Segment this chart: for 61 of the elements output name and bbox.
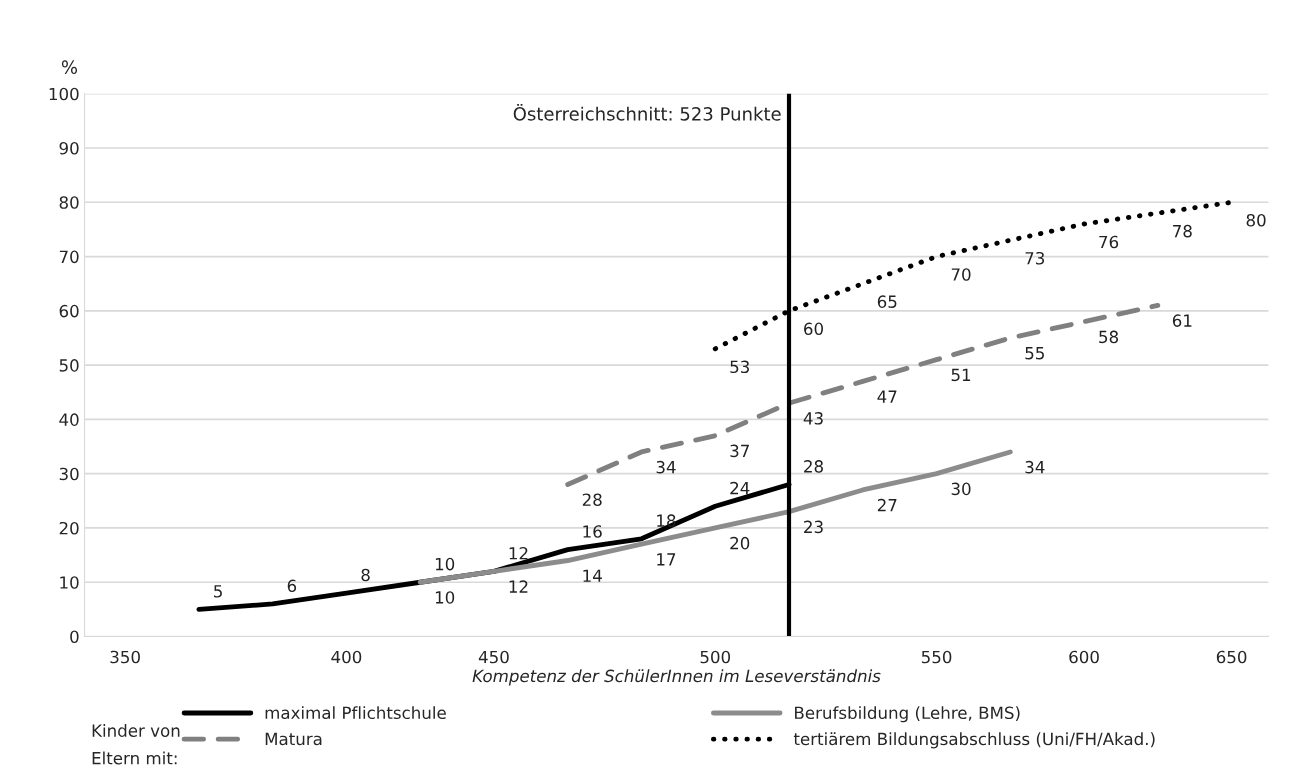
x-axis-title: Kompetenz der SchülerInnen im Leseverständnis — [472, 669, 881, 686]
data-label: 65 — [877, 295, 897, 308]
data-label: 28 — [804, 460, 823, 473]
data-label: 61 — [1172, 314, 1192, 327]
data-label: 51 — [951, 368, 971, 382]
data-label: 78 — [1173, 224, 1192, 238]
legend-label: tertiärem Bildungsabschluss (Uni/FH/Akad.) — [793, 732, 1155, 749]
y-tick-label: 20 — [59, 521, 79, 535]
data-label: 16 — [583, 525, 602, 538]
data-label: 12 — [509, 546, 528, 560]
data-label: 23 — [804, 520, 823, 534]
x-tick-label: 600 — [1069, 650, 1099, 664]
data-label: 47 — [877, 390, 897, 403]
data-label: 76 — [1099, 235, 1119, 249]
y-tick-label: 80 — [59, 196, 79, 209]
data-label: 37 — [730, 444, 749, 458]
data-label: 28 — [582, 493, 602, 507]
data-label: 27 — [877, 498, 897, 512]
x-tick-label: 350 — [110, 650, 140, 664]
data-label: 60 — [804, 322, 823, 336]
data-label: 17 — [657, 553, 676, 566]
data-label: 73 — [1025, 251, 1045, 265]
x-tick-label: 650 — [1216, 650, 1247, 664]
y-tick-label: 100 — [49, 87, 79, 101]
legend-label: Berufsbildung (Lehre, BMS) — [795, 706, 1020, 723]
data-label: 30 — [951, 482, 971, 496]
data-label: 53 — [730, 360, 750, 374]
y-tick-label: 50 — [59, 359, 79, 372]
data-label: 18 — [657, 514, 676, 527]
x-tick-label: 450 — [478, 650, 509, 664]
data-label: 5 — [214, 585, 222, 598]
legend-label: Matura — [265, 732, 322, 746]
data-label: 70 — [951, 268, 971, 281]
x-tick-label: 550 — [921, 650, 952, 664]
data-label: 43 — [803, 412, 823, 425]
data-label: 20 — [730, 536, 750, 550]
data-label: 55 — [1025, 347, 1044, 360]
x-tick-label: 400 — [331, 650, 362, 664]
y-tick-label: 60 — [59, 304, 79, 318]
data-label: 10 — [435, 591, 455, 604]
x-tick-label: 500 — [700, 650, 731, 664]
y-tick-label: 70 — [59, 250, 79, 264]
data-label: 14 — [583, 569, 602, 582]
data-label: 58 — [1099, 330, 1119, 344]
data-label: 12 — [509, 580, 528, 593]
legend-label: maximal Pflichtschule — [265, 706, 446, 720]
y-tick-label: 90 — [59, 141, 79, 155]
y-tick-label: 10 — [60, 576, 79, 589]
data-label: 10 — [435, 557, 455, 571]
data-label: 34 — [1025, 460, 1045, 474]
y-tick-label: 40 — [59, 413, 79, 426]
legend-title: Kinder von Eltern mit: — [92, 724, 180, 765]
y-axis-title: % — [61, 60, 78, 74]
y-tick-label: 30 — [59, 467, 79, 481]
data-label: 6 — [287, 579, 297, 593]
data-label: 8 — [361, 568, 370, 582]
y-tick-label: 0 — [70, 630, 79, 644]
data-label: 80 — [1246, 213, 1266, 227]
data-label: 34 — [656, 460, 676, 474]
annotation: Österreichschnitt: 523 Punkte — [513, 103, 781, 121]
data-label: 24 — [730, 481, 750, 495]
